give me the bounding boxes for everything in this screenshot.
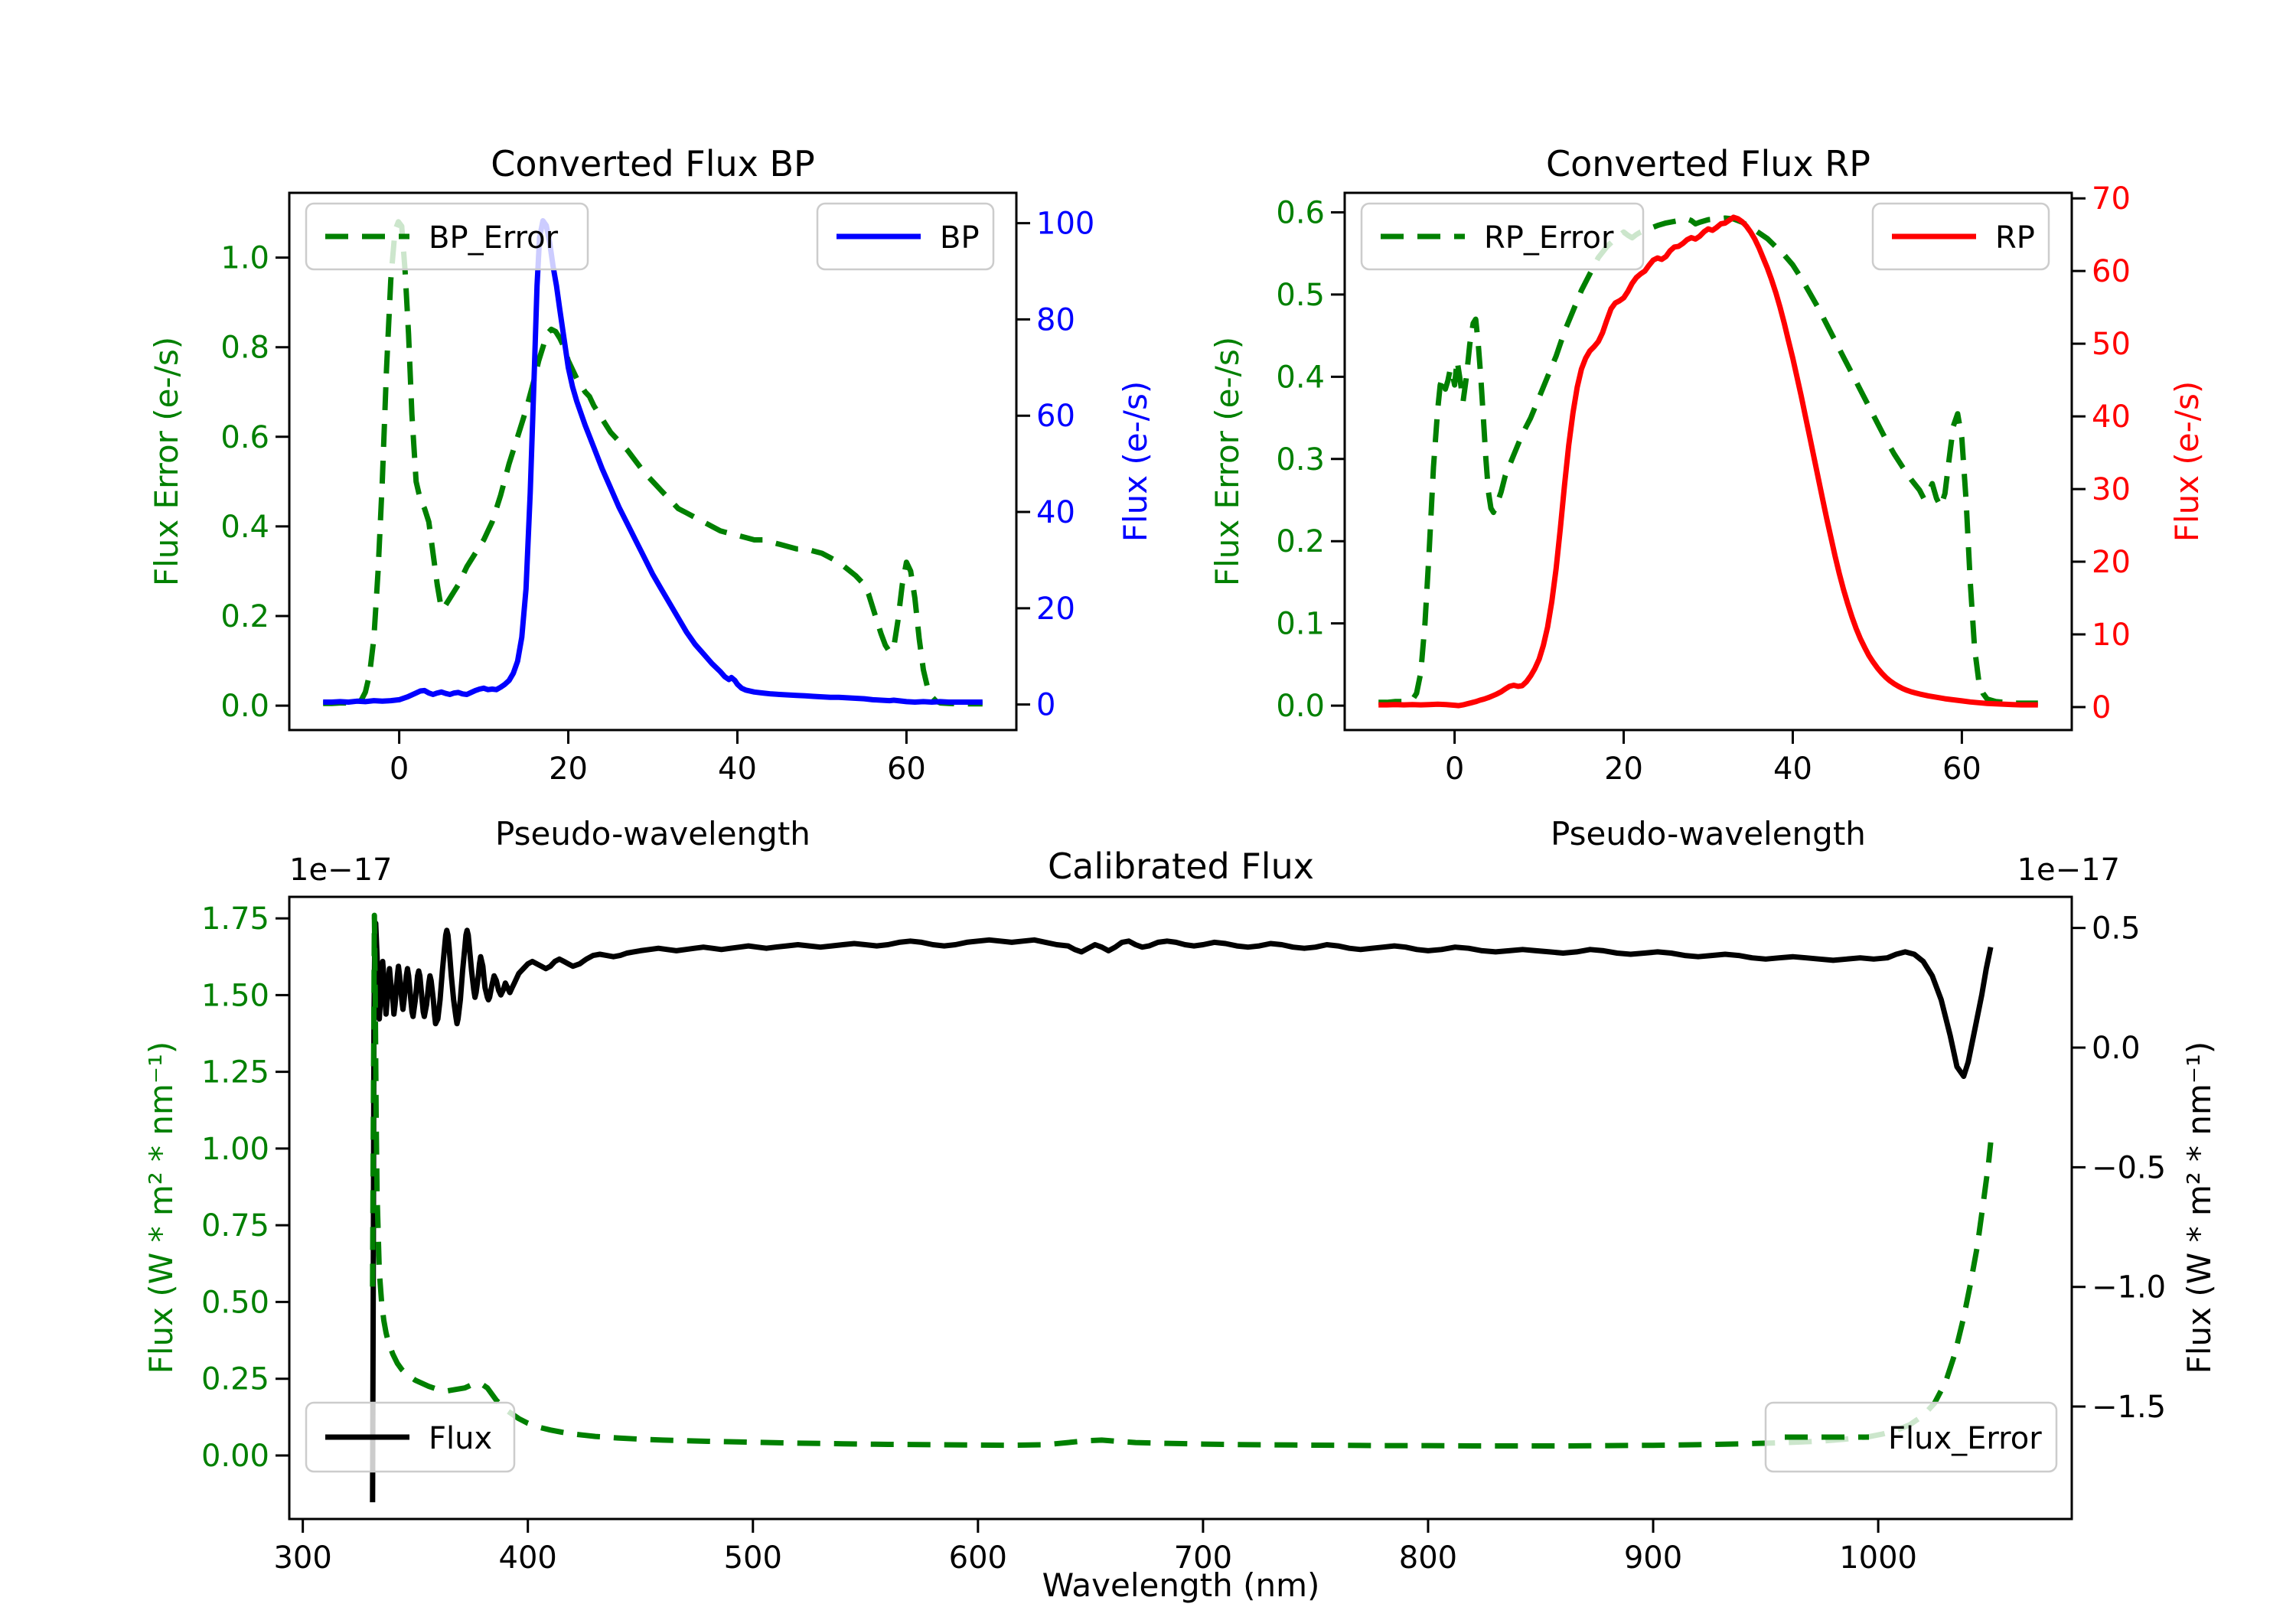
legend-flux: Flux — [305, 1401, 516, 1473]
x-tick-label: 700 — [1174, 1540, 1232, 1576]
right-tick-label: 80 — [1036, 302, 1075, 337]
left-tick-label: 1.0 — [220, 241, 269, 276]
x-tick-label: 60 — [1942, 751, 1981, 787]
legend-label: Flux — [429, 1421, 492, 1456]
legend-label: BP — [940, 220, 980, 256]
right-tick-label: −0.5 — [2092, 1150, 2166, 1185]
flux-line — [370, 920, 1994, 1503]
left-tick-label: 0.6 — [1276, 195, 1325, 230]
x-tick-label: 500 — [724, 1540, 782, 1576]
plot-border — [288, 895, 2073, 1521]
left-tick-label: 0.0 — [220, 689, 269, 724]
x-tick-label: 300 — [273, 1540, 331, 1576]
y-axis-label-left: Flux Error (e-/s) — [1208, 337, 1246, 586]
left-tick-label: 0.2 — [1276, 524, 1325, 559]
x-tick-label: 40 — [718, 751, 757, 787]
bp-error-line — [323, 219, 983, 707]
legend-box — [1360, 202, 1645, 271]
left-tick-label: 0.3 — [1276, 442, 1325, 478]
left-tick-label: 0.5 — [1276, 278, 1325, 313]
plot-border — [1343, 191, 2073, 732]
right-tick-label: 100 — [1036, 207, 1094, 242]
right-tick-label: 40 — [2092, 399, 2131, 435]
x-tick-label: 900 — [1624, 1540, 1682, 1576]
legend-bp: BP — [816, 202, 995, 271]
right-tick-label: 10 — [2092, 618, 2131, 653]
plot-border — [288, 191, 1018, 732]
legend-bp-error: BP_Error — [305, 202, 589, 271]
left-tick-label: 0.00 — [201, 1439, 269, 1474]
rp-subplot: Converted Flux RP Pseudo-wavelength Flux… — [1208, 143, 2206, 852]
left-tick-label: 0.50 — [201, 1285, 269, 1320]
rp-line — [1378, 214, 2038, 709]
axis-offset-label-right: 1e−17 — [2017, 852, 2120, 888]
y-axis-label-left: Flux (W * m² * nm⁻¹) — [142, 1041, 180, 1374]
x-tick-label: 20 — [1604, 751, 1643, 787]
legend-flux-error: Flux_Error — [1764, 1401, 2058, 1473]
x-tick-label: 600 — [949, 1540, 1007, 1576]
calibrated-flux-subplot: Calibrated Flux 1e−17 1e−17 Wavelength (… — [142, 846, 2218, 1604]
legend-box — [1764, 1401, 2058, 1473]
right-tick-label: 60 — [2092, 254, 2131, 289]
plot-title: Calibrated Flux — [1048, 846, 1314, 887]
left-tick-label: 0.4 — [220, 510, 269, 545]
bp-line — [323, 218, 983, 705]
right-tick-label: 0 — [1036, 688, 1055, 723]
y-axis-label-right: Flux (W * m² * nm⁻¹) — [2180, 1041, 2218, 1374]
y-axis-label-right: Flux (e-/s) — [2168, 381, 2206, 542]
left-tick-label: 1.00 — [201, 1132, 269, 1167]
right-tick-label: 0.5 — [2092, 911, 2141, 947]
legend-label: RP_Error — [1484, 220, 1614, 256]
plot-title: Converted Flux BP — [491, 143, 815, 184]
x-tick-label: 60 — [887, 751, 926, 787]
left-tick-label: 0.8 — [220, 331, 269, 366]
right-tick-label: 50 — [2092, 327, 2131, 362]
left-tick-label: 1.25 — [201, 1055, 269, 1090]
legend-box — [305, 202, 589, 271]
left-tick-label: 1.75 — [201, 901, 269, 937]
legend-box — [305, 1401, 516, 1473]
right-tick-label: 60 — [1036, 399, 1075, 434]
rp-error-line — [1378, 215, 2038, 706]
legend-label: Flux_Error — [1888, 1421, 2042, 1456]
y-axis-label-left: Flux Error (e-/s) — [148, 337, 185, 586]
y-axis-label-right: Flux (e-/s) — [1117, 381, 1154, 542]
left-tick-label: 0.75 — [201, 1208, 269, 1244]
axis-offset-label-left: 1e−17 — [289, 852, 392, 888]
right-tick-label: 30 — [2092, 472, 2131, 507]
x-tick-label: 20 — [549, 751, 588, 787]
right-tick-label: 70 — [2092, 181, 2131, 217]
legend-rp-error: RP_Error — [1360, 202, 1645, 271]
bp-subplot: Converted Flux BP Pseudo-wavelength Flux… — [148, 143, 1154, 852]
x-tick-label: 1000 — [1839, 1540, 1917, 1576]
right-tick-label: 20 — [1036, 592, 1075, 627]
x-axis-label: Pseudo-wavelength — [1551, 815, 1866, 852]
left-tick-label: 1.50 — [201, 978, 269, 1013]
left-tick-label: 0.0 — [1276, 689, 1325, 724]
right-tick-label: 0 — [2092, 690, 2111, 725]
x-tick-label: 0 — [390, 751, 409, 787]
left-tick-label: 0.4 — [1276, 360, 1325, 395]
right-tick-label: −1.5 — [2092, 1390, 2166, 1425]
legend-rp: RP — [1871, 202, 2050, 271]
left-tick-label: 0.2 — [220, 599, 269, 634]
x-tick-label: 400 — [499, 1540, 557, 1576]
x-tick-label: 800 — [1399, 1540, 1457, 1576]
x-tick-label: 40 — [1773, 751, 1812, 787]
left-tick-label: 0.1 — [1276, 607, 1325, 642]
x-axis-label: Wavelength (nm) — [1042, 1566, 1320, 1604]
x-axis-label: Pseudo-wavelength — [495, 815, 810, 852]
right-tick-label: 20 — [2092, 545, 2131, 580]
left-tick-label: 0.6 — [220, 420, 269, 455]
left-tick-label: 0.25 — [201, 1362, 269, 1397]
x-tick-label: 0 — [1445, 751, 1464, 787]
right-tick-label: 40 — [1036, 495, 1075, 530]
legend-label: BP_Error — [429, 220, 559, 256]
plot-title: Converted Flux RP — [1546, 143, 1870, 184]
right-tick-label: −1.0 — [2092, 1270, 2166, 1305]
legend-label: RP — [1995, 220, 2035, 256]
right-tick-label: 0.0 — [2092, 1031, 2141, 1066]
